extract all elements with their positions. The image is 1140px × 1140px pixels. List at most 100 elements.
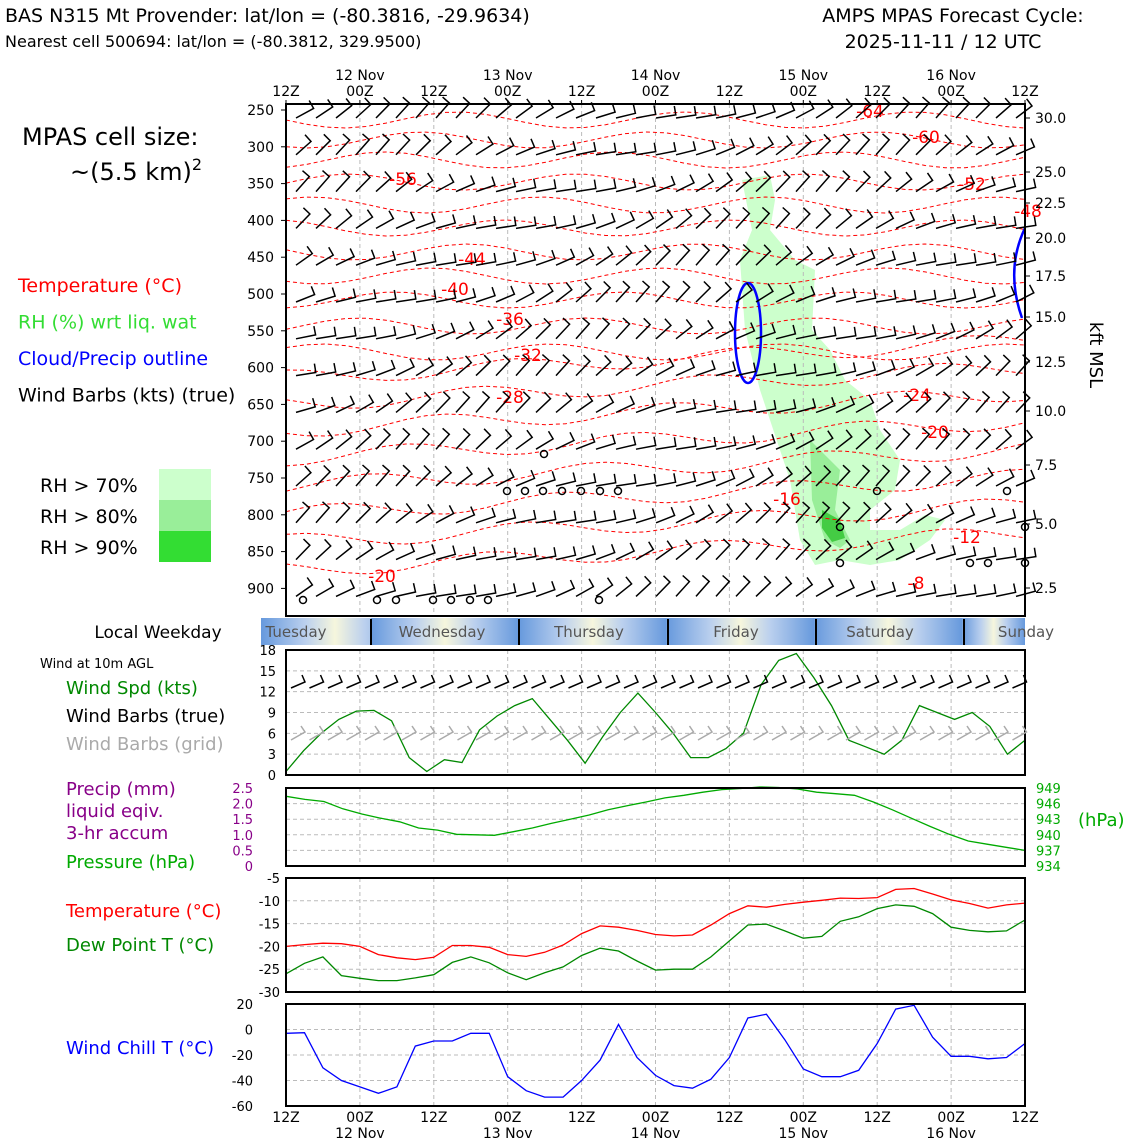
wind-barb (315, 207, 332, 229)
wind-barb (555, 317, 571, 340)
wind-barb (535, 471, 556, 487)
wind-barb (875, 170, 892, 193)
wind-barb (415, 427, 431, 450)
wind-barb (475, 390, 491, 413)
wind-barb (895, 502, 913, 524)
wind-barb (315, 246, 335, 266)
panel-frame (285, 787, 1026, 867)
wind-barb-grid (494, 725, 510, 741)
wind-barb (975, 507, 996, 524)
wind-barb-grid (438, 725, 455, 741)
temp-y-tick: -20 (259, 940, 280, 955)
wind-barb (815, 501, 831, 524)
wind-barb (915, 172, 934, 193)
wind-barb (795, 576, 814, 598)
wind-barb (295, 325, 317, 340)
wind-barb-grid (753, 725, 769, 741)
wind-barb (635, 541, 655, 561)
wind-barb (955, 321, 975, 340)
wind-barb (655, 142, 677, 156)
height-tick-label: 30.0 (1035, 111, 1066, 127)
temperature-contour (285, 420, 1026, 467)
wind-barb (635, 396, 656, 414)
wind-barb (575, 179, 597, 193)
wind-barb-grid (401, 725, 418, 741)
wind-barb (675, 437, 697, 450)
wind-barb-true (790, 674, 806, 689)
wind-barb (1015, 98, 1034, 119)
wind-barb (495, 390, 511, 413)
wind-barb (395, 358, 416, 377)
wind-barb (515, 216, 537, 230)
wind-barb-grid (956, 725, 973, 741)
calm-wind-circle (983, 558, 993, 568)
pressure-tick-label: 650 (247, 397, 274, 413)
wind-barb (975, 428, 992, 450)
pressure-unit-label: (hPa) (1078, 810, 1125, 831)
wind-barb (335, 248, 356, 266)
wind-barb (455, 546, 477, 561)
wind-barb (635, 176, 657, 193)
wind-barb (955, 584, 977, 598)
wind-y-tick: 9 (268, 707, 276, 722)
wind-barb (515, 354, 531, 377)
wind-barb-grid (679, 725, 695, 741)
wind-barb-grid (993, 725, 1010, 741)
wind-barb (675, 174, 696, 193)
time-axis-top: 12Z 00Z 12Z 00Z 12Z 00Z 12Z 00Z 12Z 00Z 12Z 12 Nov 1… (272, 68, 1039, 104)
wind-barb (755, 575, 772, 597)
wind-barb (475, 507, 496, 524)
temp-y-tick: -30 (259, 986, 280, 1001)
wind-barb (995, 137, 1015, 156)
weekday-label: Tuesday (264, 623, 326, 641)
wind-barb (775, 538, 791, 561)
wind-barb (795, 501, 811, 524)
temperature-contour-label: -40 (441, 280, 469, 300)
date-label: 12 Nov (335, 1126, 385, 1140)
wind-barb (975, 467, 994, 487)
wind-barb (435, 427, 451, 450)
weekday-bar-label: Local Weekday (94, 623, 221, 643)
wind-barb (615, 576, 633, 597)
wind-barb (655, 473, 677, 487)
wind-barb (715, 574, 731, 597)
wind-barb (715, 281, 733, 303)
temperature-contour-label: -16 (773, 490, 801, 510)
wind-barb (835, 362, 857, 377)
time-axis-bottom: 12Z 00Z 12Z 00Z 12Z 00Z 12Z 00Z 12Z 00Z 12Z 12 Nov 1… (272, 1110, 1038, 1140)
wind-barb (535, 215, 557, 230)
time-tick-label: 12Z (568, 1110, 595, 1126)
wind-barb-grid (512, 725, 529, 741)
time-tick-label: 00Z (494, 84, 521, 100)
wind-barb-true (568, 674, 584, 689)
wind-barb (815, 363, 837, 377)
wind-barb (615, 280, 631, 303)
calm-wind-circle (372, 595, 382, 605)
legend-entry: RH (%) wrt liq. wat (18, 312, 197, 334)
wind-barb (975, 287, 996, 303)
wind-barb (555, 141, 577, 156)
wind-barb (475, 176, 496, 193)
wind-barb (1015, 354, 1031, 377)
weekday-label: Saturday (846, 623, 914, 641)
wind-barb (635, 280, 651, 303)
wind-barb (955, 466, 973, 487)
wind-barb (415, 357, 435, 377)
wind-barb (695, 504, 715, 524)
chill-y-tick: 0 (245, 1024, 253, 1039)
wind-barb (375, 464, 391, 487)
wind-barb (735, 400, 757, 414)
wind-barb (675, 208, 693, 229)
wind-barb (755, 244, 772, 266)
pressure-tick-label: 550 (247, 324, 274, 340)
calm-wind-circle (594, 595, 604, 605)
wind-barb (635, 210, 655, 230)
chill-y-tick: -60 (232, 1100, 253, 1115)
wind-barb-true (919, 674, 935, 689)
wind-barb (995, 428, 1013, 450)
time-tick-label: 00Z (642, 84, 669, 100)
temperature-contour (285, 442, 1026, 492)
wind-barb (735, 502, 753, 524)
precip-legend-entry: Precip (mm) (66, 779, 176, 800)
wind-barb (735, 575, 751, 597)
